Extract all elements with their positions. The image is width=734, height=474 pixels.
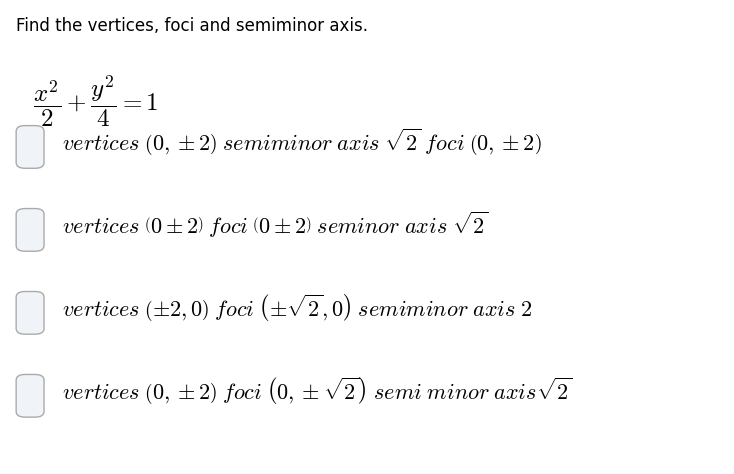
- FancyBboxPatch shape: [16, 292, 44, 334]
- Text: Find the vertices, foci and semiminor axis.: Find the vertices, foci and semiminor ax…: [16, 17, 368, 35]
- FancyBboxPatch shape: [16, 374, 44, 417]
- Text: $\mathit{vertices}\;\left(0, \pm2\right)\;\mathit{semiminor\;axis}\;\sqrt{2}\;\m: $\mathit{vertices}\;\left(0, \pm2\right)…: [62, 127, 542, 158]
- Text: $\mathit{vertices}\;\left(0, \pm2\right)\;\mathit{foci}\;\left(0, \pm\sqrt{2}\ri: $\mathit{vertices}\;\left(0, \pm2\right)…: [62, 375, 573, 407]
- Text: $\mathit{vertices}\;\left(0 \pm 2\right)\;\mathit{foci}\;\left(0 \pm 2\right)\;\: $\mathit{vertices}\;\left(0 \pm 2\right)…: [62, 210, 489, 240]
- FancyBboxPatch shape: [16, 209, 44, 251]
- Text: $\dfrac{x^2}{2} + \dfrac{y^2}{4} = 1$: $\dfrac{x^2}{2} + \dfrac{y^2}{4} = 1$: [33, 73, 159, 129]
- Text: $\mathit{vertices}\;\left(\pm2, 0\right)\;\mathit{foci}\;\left(\pm\sqrt{2}, 0\ri: $\mathit{vertices}\;\left(\pm2, 0\right)…: [62, 292, 533, 324]
- FancyBboxPatch shape: [16, 126, 44, 168]
